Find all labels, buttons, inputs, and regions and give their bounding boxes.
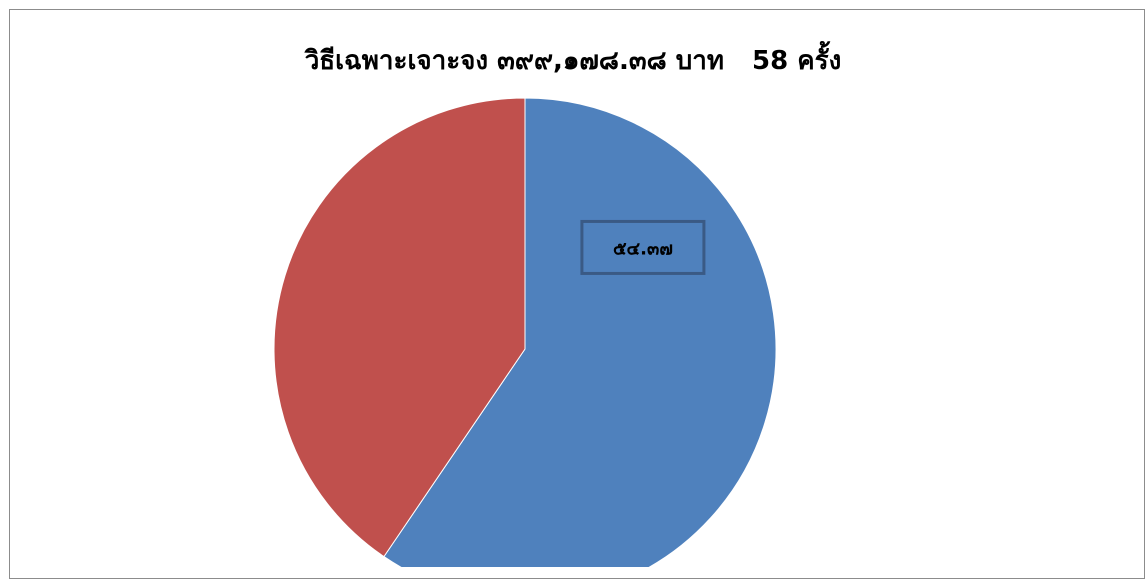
pie-slice-2 — [273, 97, 526, 558]
data-label-1: ๕๔.๓๗ — [580, 219, 706, 275]
pie-slices — [273, 97, 777, 567]
pie-chart: ๕๔.๓๗ — [273, 97, 777, 567]
data-label-text: ๕๔.๓๗ — [613, 238, 673, 259]
chart-title-main: วิธีเฉพาะเจาะจง ๓๙๙,๑๗๘.๓๘ บาท — [304, 46, 724, 76]
chart-title: วิธีเฉพาะเจาะจง ๓๙๙,๑๗๘.๓๘ บาท 58 ครั้ง — [0, 40, 1146, 81]
pie-data-labels: ๕๔.๓๗ — [580, 219, 706, 275]
chart-title-count: 58 ครั้ง — [752, 46, 842, 76]
data-label-box — [580, 219, 706, 275]
pie-slice-1 — [383, 97, 777, 567]
